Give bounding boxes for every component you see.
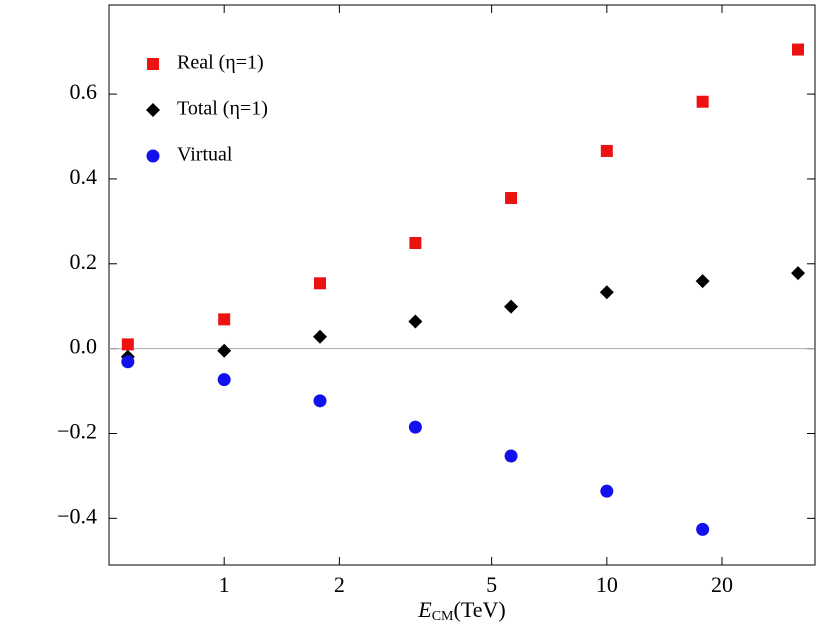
marker-circle: [696, 522, 710, 536]
y-tick-label: 0.0: [70, 334, 98, 359]
plot-frame: [108, 4, 816, 566]
marker-circle: [146, 149, 160, 163]
marker-square: [147, 58, 159, 70]
marker-square: [600, 144, 613, 157]
marker-circle: [313, 394, 327, 408]
marker-circle: [504, 449, 518, 463]
marker-circle: [408, 420, 422, 434]
x-label-symbol: E: [417, 597, 432, 622]
marker-diamond: [695, 274, 710, 289]
y-tick-label: −0.2: [57, 419, 97, 444]
marker-square: [409, 237, 422, 249]
marker-square: [696, 95, 709, 108]
y-tick-label: −0.4: [57, 503, 97, 528]
marker-circle: [217, 373, 231, 387]
y-tick-label: 0.2: [70, 249, 98, 274]
legend-label: Total (η=1): [177, 98, 268, 120]
x-tick-label: 20: [711, 572, 733, 597]
x-tick-label: 1: [219, 572, 230, 597]
x-label-unit: (TeV): [454, 597, 506, 622]
x-tick-label: 5: [486, 572, 497, 597]
marker-diamond: [408, 314, 423, 329]
y-tick-label: 0.4: [70, 164, 98, 189]
x-label-subscript: CM: [432, 609, 454, 624]
legend-label: Virtual: [177, 144, 233, 166]
marker-diamond: [146, 103, 160, 117]
marker-square: [792, 43, 805, 56]
marker-circle: [121, 355, 135, 369]
marker-diamond: [504, 299, 519, 314]
y-tick-label: 0.6: [70, 79, 98, 104]
marker-circle: [600, 484, 614, 498]
x-axis-label: ECM(TeV): [417, 597, 505, 624]
marker-diamond: [217, 343, 232, 358]
x-tick-label: 10: [596, 572, 618, 597]
marker-diamond: [599, 285, 614, 300]
marker-diamond: [791, 266, 806, 281]
marker-square: [314, 277, 327, 290]
x-tick-label: 2: [334, 572, 345, 597]
marker-square: [218, 313, 231, 326]
marker-square: [121, 338, 134, 351]
marker-square: [505, 192, 518, 205]
legend-label: Real (η=1): [177, 52, 264, 74]
marker-diamond: [313, 329, 328, 344]
